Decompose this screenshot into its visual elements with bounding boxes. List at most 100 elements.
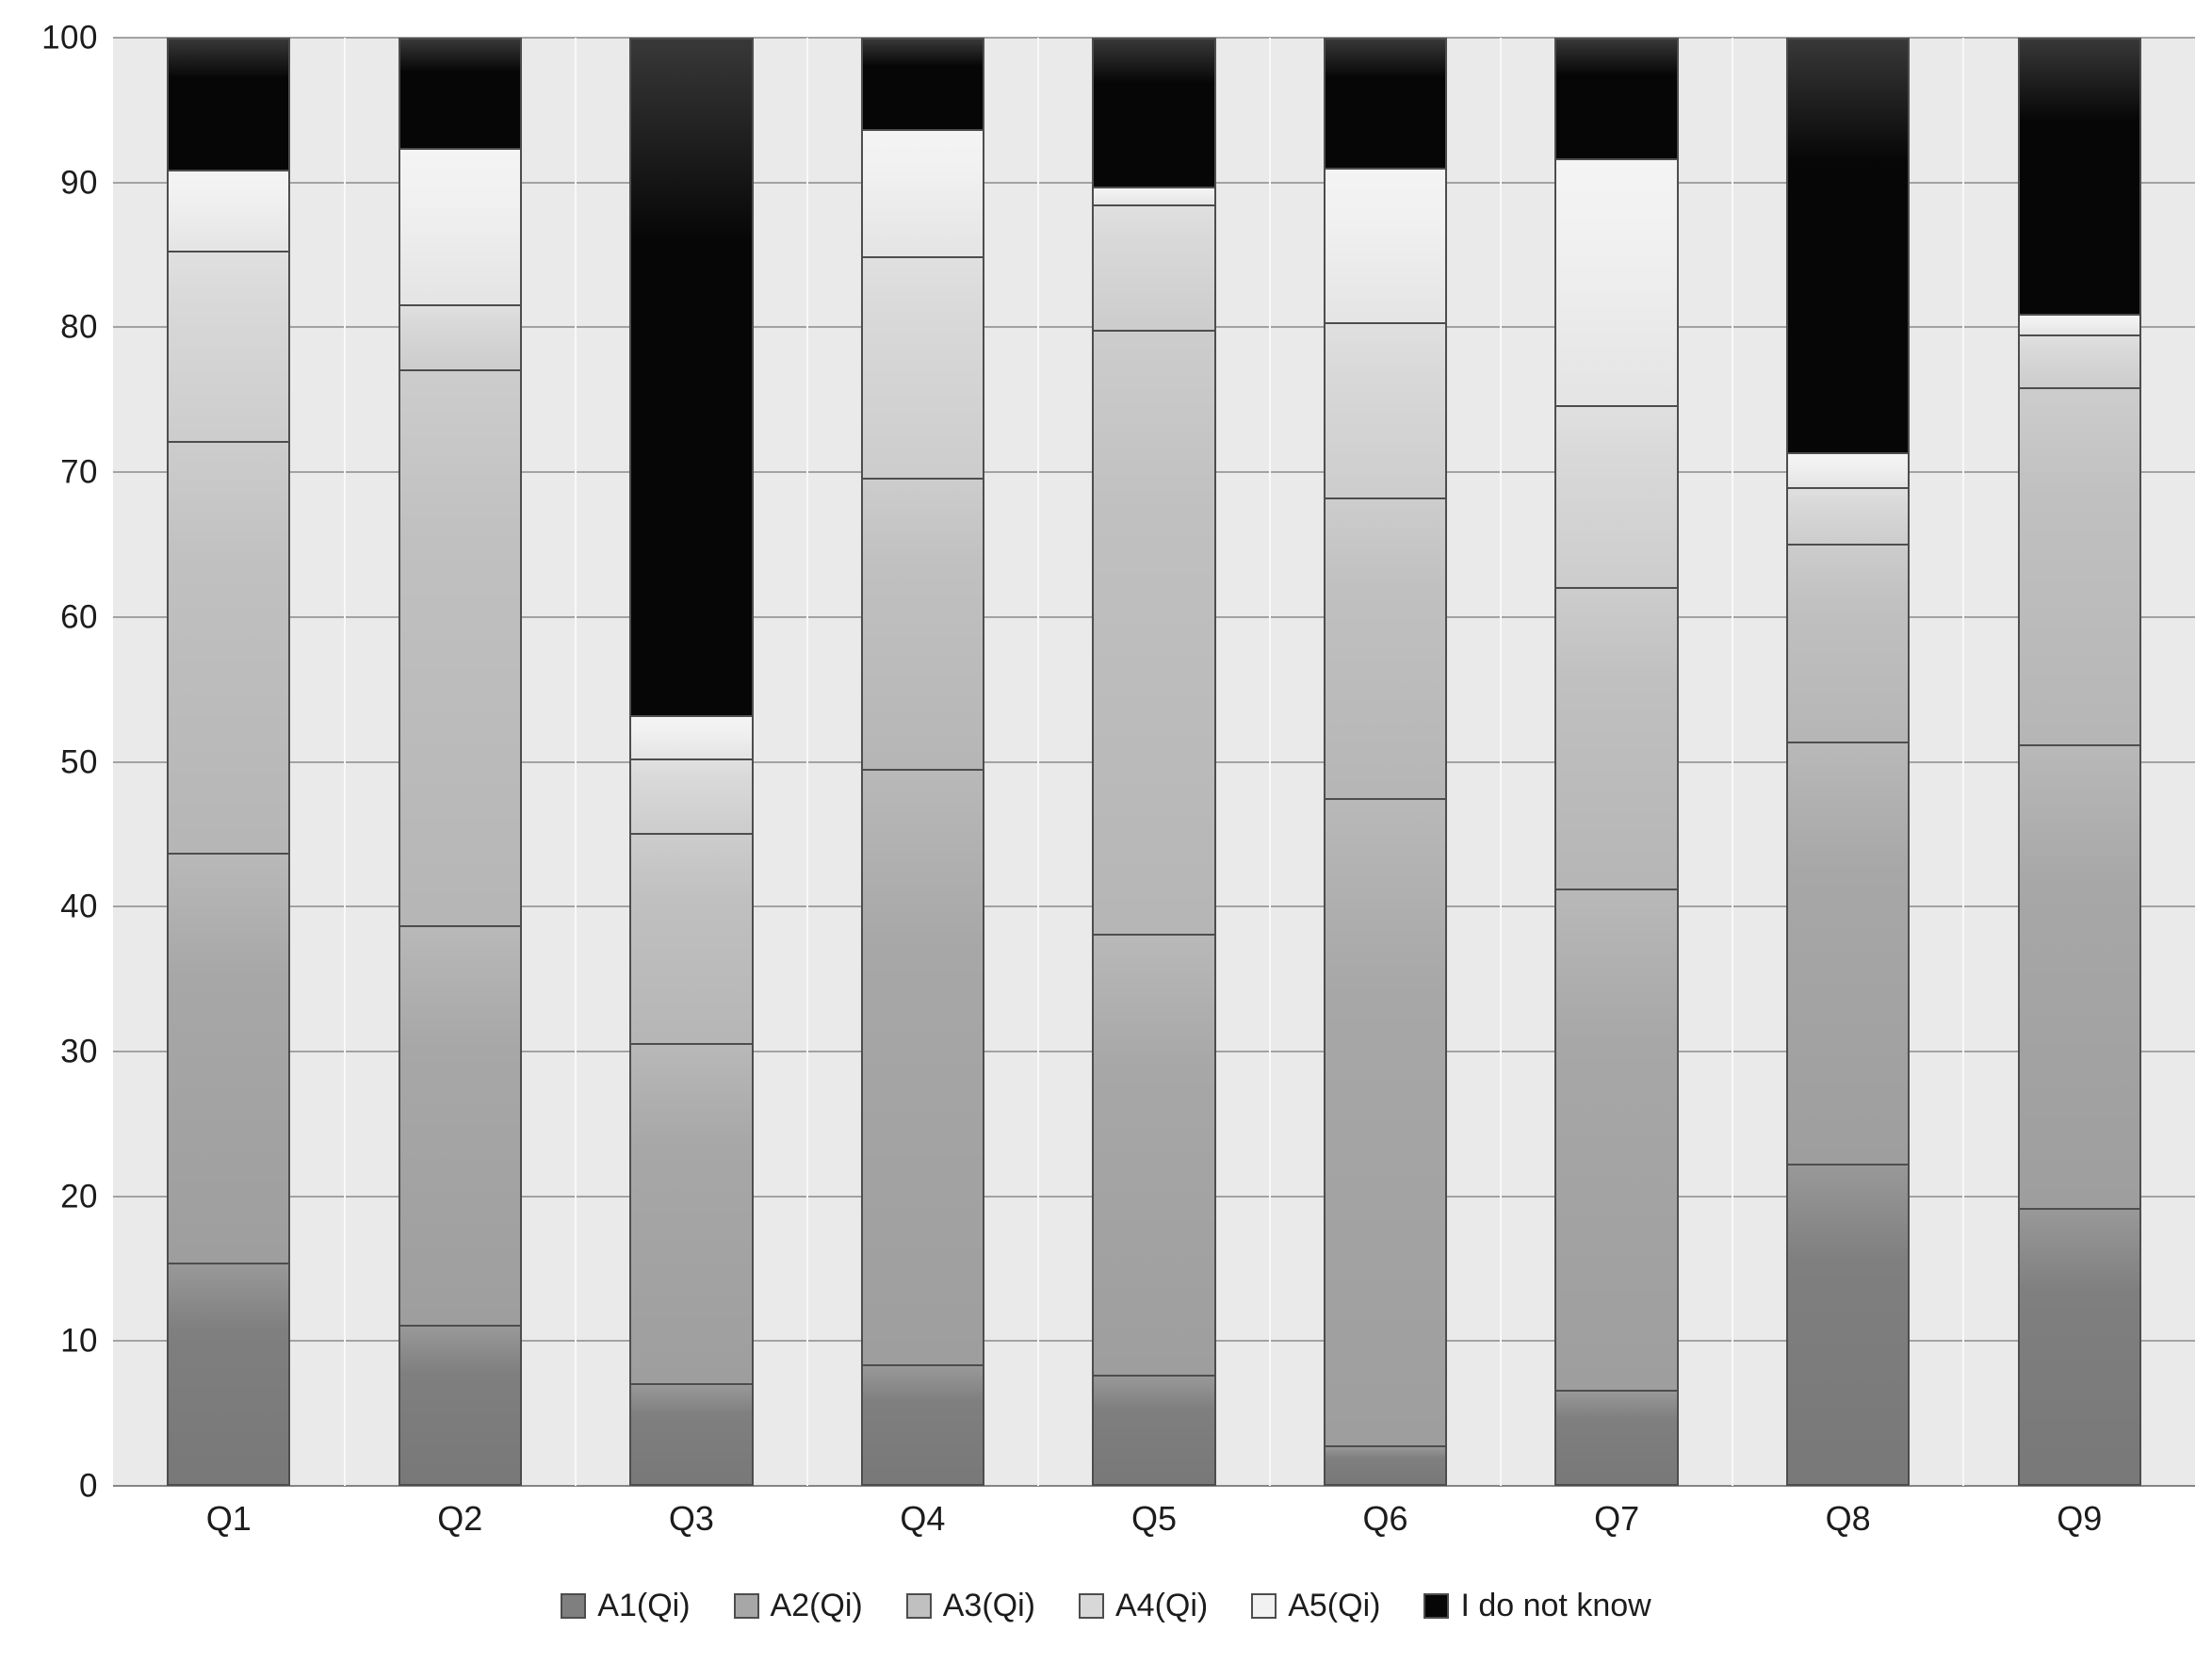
bar-segment-q9-s6 (2019, 40, 2139, 315)
bar-segment-q6-s2 (1325, 797, 1446, 1445)
x-category-label: Q1 (205, 1499, 252, 1538)
bar-segment-q2-s1 (399, 1325, 520, 1484)
category-separator (1037, 38, 1040, 1486)
category-separator (805, 38, 808, 1486)
bar-segment-q6-s5 (1325, 168, 1446, 323)
bar-segment-q5-s4 (1094, 204, 1214, 331)
stacked-bar-q1 (167, 38, 291, 1486)
stacked-bar-q5 (1092, 38, 1216, 1486)
bar-segment-q3-s3 (631, 832, 752, 1044)
bar-cell-q1 (113, 38, 345, 1486)
bar-segment-q1-s3 (169, 441, 289, 854)
y-tick-label: 100 (41, 19, 98, 57)
bar-segment-q9-s4 (2019, 334, 2139, 388)
category-separator (1962, 38, 1965, 1486)
bar-segment-q9-s5 (2019, 314, 2139, 334)
bar-segment-q5-s5 (1094, 187, 1214, 204)
bar-segment-q1-s2 (169, 853, 289, 1264)
bar-segment-q3-s6 (631, 40, 752, 716)
bar-segment-q2-s2 (399, 924, 520, 1326)
bar-cell-q6 (1270, 38, 1502, 1486)
y-tick-label: 60 (60, 598, 98, 636)
bar-cell-q9 (1963, 38, 2195, 1486)
bar-segment-q7-s3 (1556, 587, 1677, 889)
legend-item-3: A3(Qi) (905, 1588, 1035, 1623)
bar-segment-q1-s1 (169, 1263, 289, 1484)
x-category-label: Q2 (437, 1499, 483, 1538)
stacked-bar-q6 (1323, 38, 1448, 1486)
bar-segment-q2-s3 (399, 368, 520, 925)
legend-item-4: A4(Qi) (1078, 1588, 1209, 1623)
bar-cell-q7 (1501, 38, 1732, 1486)
bar-segment-q7-s2 (1556, 889, 1677, 1391)
bar-segment-q8-s1 (1787, 1163, 1909, 1484)
bar-segment-q5-s1 (1094, 1374, 1214, 1484)
legend-label: I do not know (1460, 1588, 1651, 1623)
stacked-bar-q8 (1785, 38, 1911, 1486)
bar-segment-q8-s2 (1787, 742, 1909, 1164)
y-tick-label: 10 (60, 1322, 98, 1360)
x-axis: Q1 Q2 Q3 Q4 Q5 Q6 Q7 Q8 Q9 (113, 1500, 2195, 1547)
bar-segment-q3-s1 (631, 1382, 752, 1484)
bar-segment-q8-s5 (1787, 452, 1909, 488)
category-separator (1500, 38, 1503, 1486)
bar-segment-q4-s5 (862, 129, 984, 256)
bar-segment-q1-s6 (169, 40, 289, 171)
bar-segment-q1-s4 (169, 250, 289, 442)
bar-segment-q9-s1 (2019, 1208, 2139, 1484)
bar-segment-q5-s2 (1094, 933, 1214, 1375)
y-tick-label: 30 (60, 1033, 98, 1070)
legend-item-6: I do not know (1423, 1589, 1651, 1622)
y-tick-label: 20 (60, 1178, 98, 1215)
legend-item-5: A5(Qi) (1251, 1589, 1380, 1622)
category-separator (343, 38, 346, 1486)
bar-segment-q8-s4 (1787, 487, 1909, 545)
bar-segment-q7-s1 (1556, 1390, 1677, 1484)
bar-segment-q2-s5 (399, 147, 520, 304)
bar-segment-q6-s4 (1325, 322, 1446, 497)
bar-segment-q5-s6 (1094, 40, 1214, 187)
bar-segment-q1-s5 (169, 170, 289, 251)
legend-label: A3(Qi) (942, 1588, 1035, 1623)
bar-segment-q6-s1 (1325, 1444, 1446, 1484)
bar-cell-q3 (576, 38, 807, 1486)
legend-label: A5(Qi) (1288, 1588, 1381, 1623)
bar-segment-q8-s6 (1787, 40, 1909, 453)
bar-segment-q4-s6 (862, 40, 984, 130)
stacked-bar-q4 (860, 38, 985, 1486)
bar-segment-q9-s2 (2019, 744, 2139, 1209)
legend: A1(Qi) A2(Qi) A3(Qi) A4(Qi) A5(Qi) I do not k… (0, 1589, 2212, 1622)
category-separator (1268, 38, 1271, 1486)
bar-segment-q5-s3 (1094, 330, 1214, 934)
y-tick-label: 90 (60, 164, 98, 202)
legend-label: A1(Qi) (597, 1588, 691, 1623)
plot-area (113, 37, 2195, 1487)
x-category-label: Q9 (2057, 1499, 2103, 1538)
x-category-label: Q6 (1362, 1499, 1408, 1538)
legend-swatch-icon (1078, 1592, 1104, 1619)
bar-segment-q3-s5 (631, 715, 752, 759)
bar-segment-q2-s6 (399, 40, 520, 148)
bar-segment-q9-s3 (2019, 387, 2139, 745)
legend-swatch-icon (905, 1592, 932, 1619)
bar-cell-q2 (345, 38, 577, 1486)
category-separator (575, 38, 577, 1486)
y-axis: 0 10 20 30 40 50 60 70 80 90 100 (0, 22, 98, 1503)
bar-segment-q2-s4 (399, 303, 520, 369)
y-tick-label: 80 (60, 308, 98, 346)
bar-segment-q4-s1 (862, 1363, 984, 1484)
legend-label: A4(Qi) (1114, 1588, 1209, 1623)
legend-swatch-icon (1251, 1592, 1277, 1619)
stacked-bar-q9 (2017, 38, 2141, 1486)
x-category-label: Q8 (1825, 1499, 1871, 1538)
x-category-label: Q5 (1130, 1499, 1177, 1538)
legend-swatch-icon (733, 1592, 759, 1619)
bar-segment-q4-s2 (862, 769, 984, 1364)
stacked-bar-q2 (398, 38, 522, 1486)
bar-cell-q8 (1732, 38, 1964, 1486)
bar-segment-q7-s6 (1556, 40, 1677, 158)
legend-swatch-icon (1423, 1592, 1450, 1619)
bar-segment-q3-s4 (631, 758, 752, 833)
bar-segment-q7-s4 (1556, 404, 1677, 588)
